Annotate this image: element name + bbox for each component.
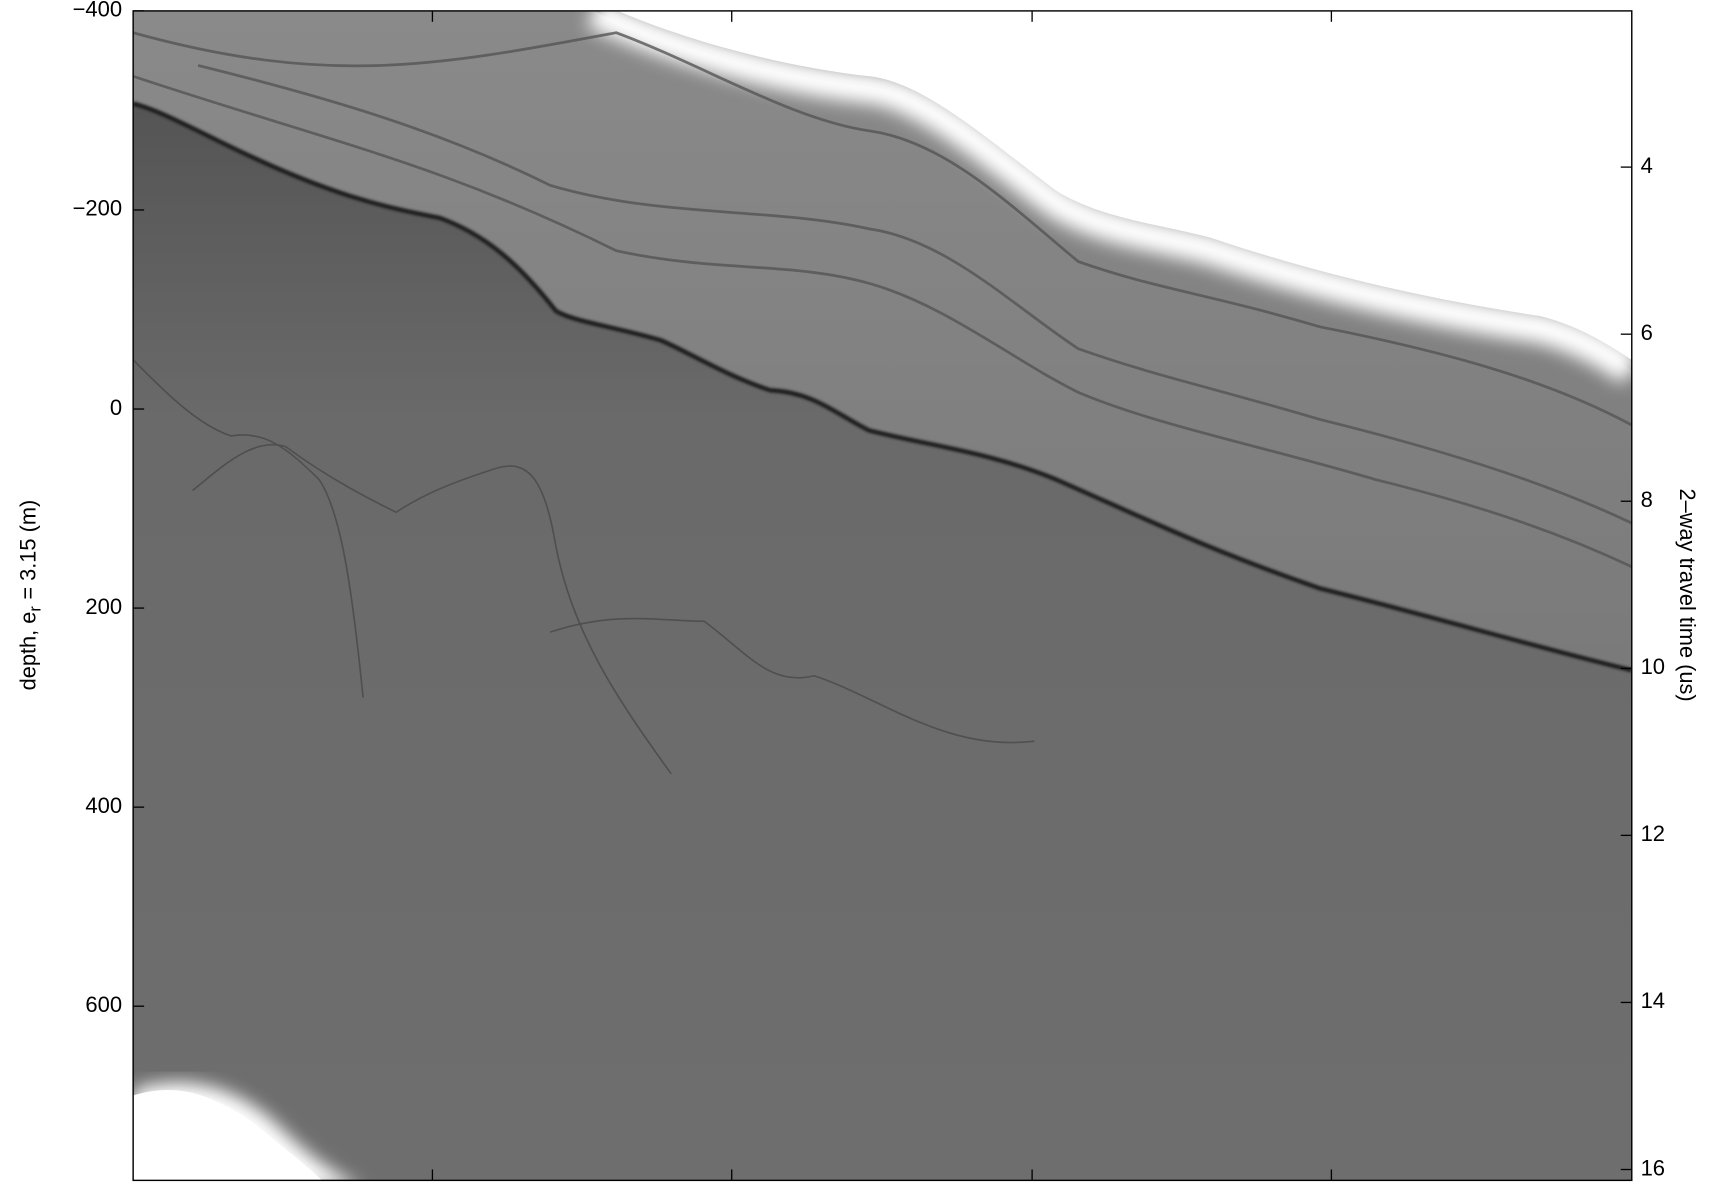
y2-tick-label: 10 bbox=[1641, 654, 1665, 679]
air bbox=[617, 10, 1632, 360]
y2-tick-label: 16 bbox=[1641, 1155, 1665, 1180]
subglacial-features bbox=[133, 359, 1035, 775]
y-label-rest: = 3.15 (m) bbox=[15, 500, 40, 600]
y-tick-label: −200 bbox=[73, 196, 123, 221]
y-tick-label: 200 bbox=[85, 594, 122, 619]
y2-tick-label: 4 bbox=[1641, 153, 1653, 178]
surface-fade bbox=[586, 10, 1632, 384]
bed-reflector bbox=[133, 101, 1632, 673]
plot-frame bbox=[132, 10, 1633, 1182]
x-ticks bbox=[431, 10, 1333, 1181]
y2-axis-label: 2–way travel time (us) bbox=[1675, 489, 1700, 702]
y-tick-label: 0 bbox=[110, 395, 122, 420]
y2-tick-label: 6 bbox=[1641, 320, 1653, 345]
y2-tick-label: 14 bbox=[1641, 988, 1665, 1013]
y-tick-label: 600 bbox=[85, 992, 122, 1017]
y2-tick-label: 8 bbox=[1641, 487, 1653, 512]
y-label-text: depth, e bbox=[15, 612, 40, 691]
upper-layer bbox=[133, 10, 1632, 671]
y2-tick-label: 12 bbox=[1641, 821, 1665, 846]
internal-layers bbox=[133, 31, 1632, 568]
y-label-subscript: r bbox=[27, 606, 45, 612]
noise-floor bbox=[133, 1090, 323, 1181]
radargram-image bbox=[133, 10, 1632, 1181]
y-tick-label: −400 bbox=[73, 0, 123, 22]
y-axis-label: depth, er = 3.15 (m) bbox=[15, 500, 44, 691]
y-tick-label: 400 bbox=[85, 793, 122, 818]
